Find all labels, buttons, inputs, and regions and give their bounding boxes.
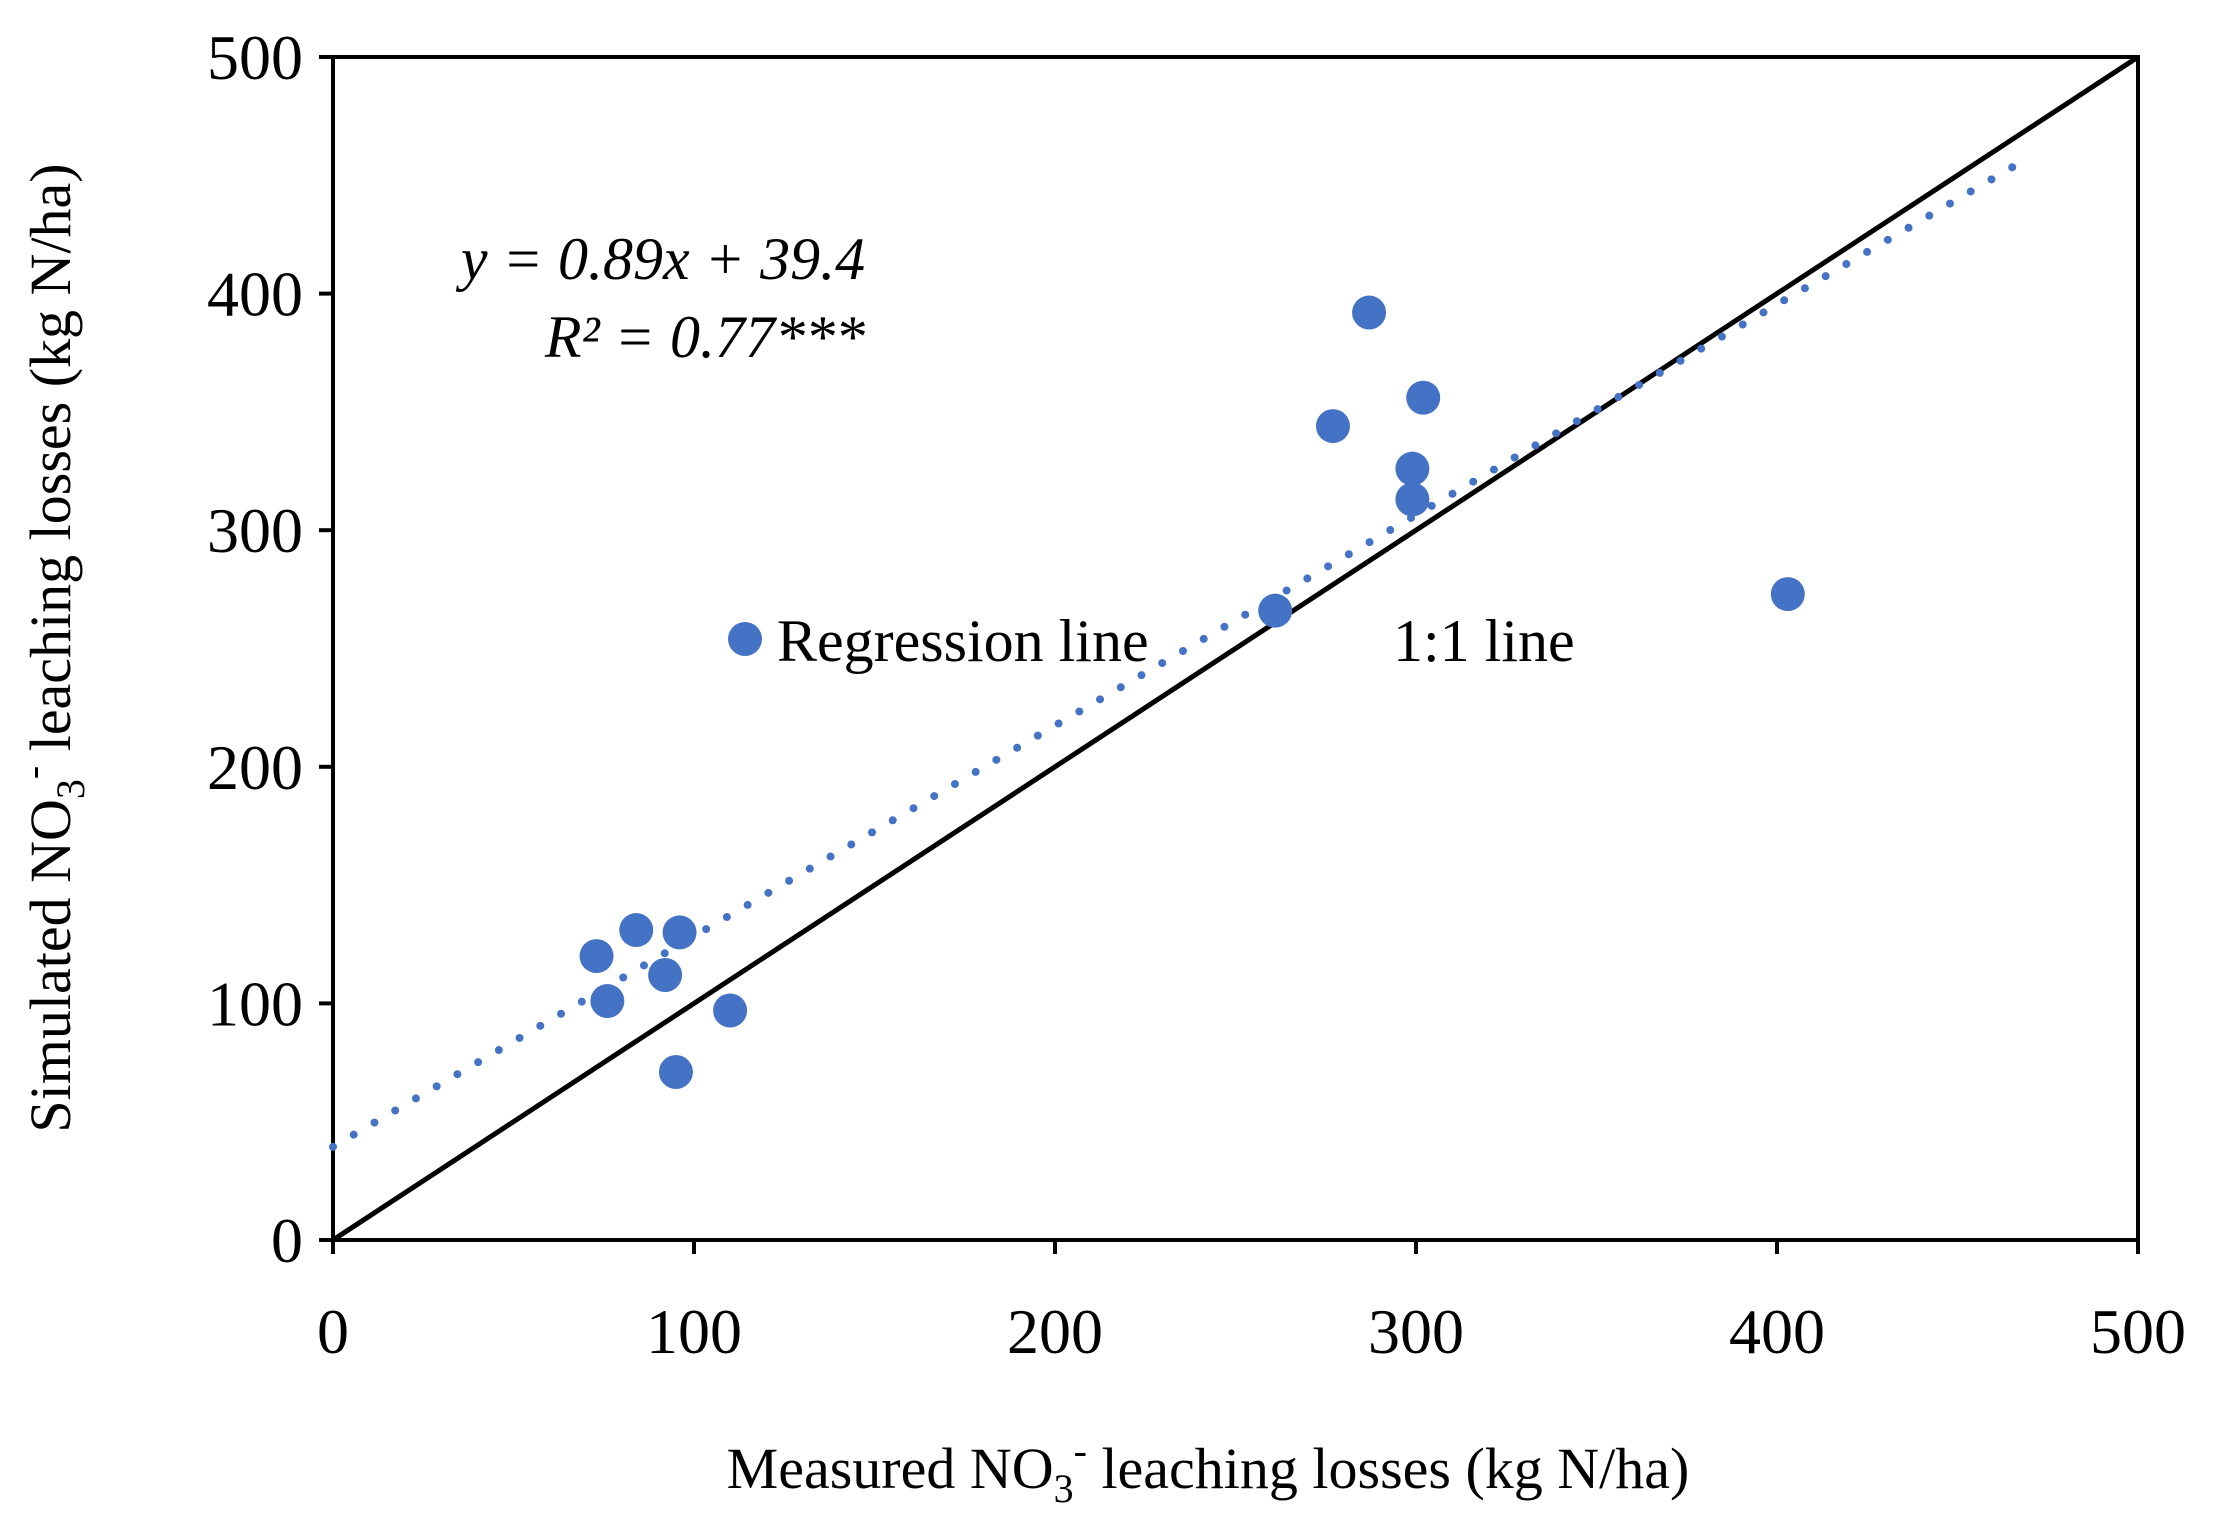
x-tick-label: 500: [2090, 1296, 2186, 1367]
legend-marker-regression: [728, 622, 762, 656]
y-tick-label: 500: [207, 22, 303, 93]
x-tick-label: 100: [646, 1296, 742, 1367]
data-point: [658, 1055, 693, 1090]
r-squared: R² = 0.77***: [544, 304, 865, 370]
y-tick-label: 300: [207, 495, 303, 566]
x-axis-title: Measured NO3- leaching losses (kg N/ha): [727, 1428, 1690, 1511]
data-points: [579, 295, 1805, 1090]
data-point: [662, 915, 697, 950]
legend-label-identity: 1:1 line: [1393, 608, 1575, 674]
data-point: [579, 939, 614, 974]
regression-equation: y = 0.89x + 39.4: [455, 226, 865, 292]
x-axis-ticks: 0 100 200 300 400 500: [317, 1240, 2186, 1367]
y-tick-label: 400: [207, 259, 303, 330]
data-point: [590, 984, 625, 1019]
regression-line: [329, 153, 2034, 1151]
x-tick-label: 200: [1007, 1296, 1103, 1367]
x-tick-label: 400: [1729, 1296, 1825, 1367]
y-tick-label: 200: [207, 732, 303, 803]
y-axis-title: Simulated NO3- leaching losses (kg N/ha): [10, 163, 93, 1132]
data-point: [1315, 409, 1350, 444]
data-point: [1352, 295, 1387, 330]
data-point: [619, 913, 654, 948]
legend-label-regression: Regression line: [777, 608, 1149, 674]
data-point: [1395, 482, 1430, 517]
data-point: [713, 993, 748, 1028]
data-point: [1258, 593, 1293, 628]
y-tick-label: 100: [207, 968, 303, 1039]
identity-line: [331, 54, 2140, 1243]
data-point: [1395, 451, 1430, 486]
y-axis-ticks: 0 100 200 300 400 500: [207, 22, 333, 1276]
y-tick-label: 0: [271, 1205, 303, 1276]
x-tick-label: 300: [1368, 1296, 1464, 1367]
data-point: [1770, 577, 1805, 612]
x-tick-label: 0: [317, 1296, 349, 1367]
data-point: [648, 958, 683, 993]
data-point: [1406, 380, 1441, 415]
